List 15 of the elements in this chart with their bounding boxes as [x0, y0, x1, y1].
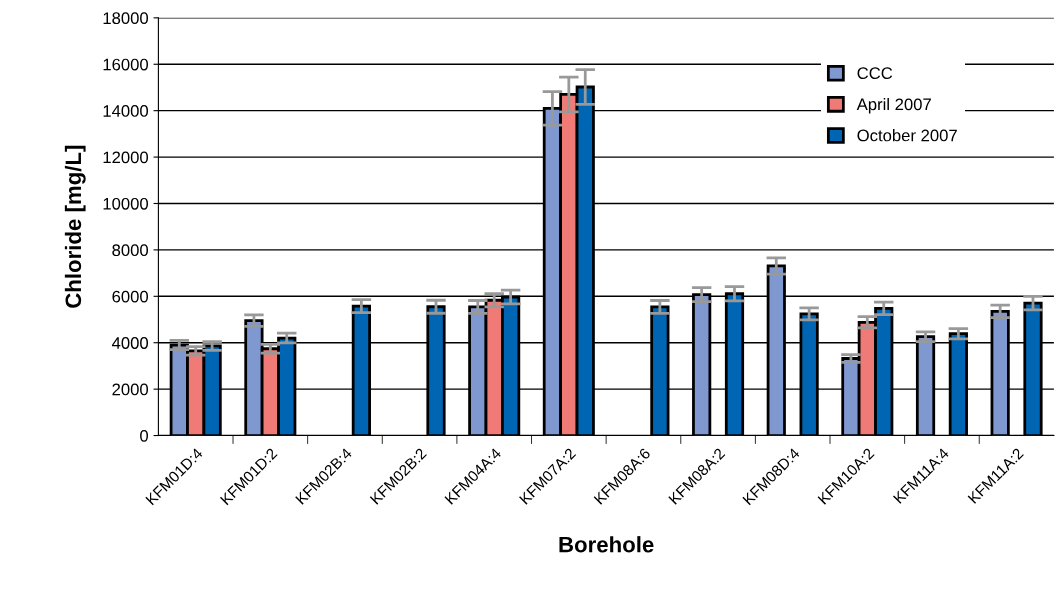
y-tick-label: 6000	[112, 290, 149, 303]
y-tick-label: 12000	[103, 151, 149, 164]
y-tick-label: 18000	[103, 12, 149, 25]
y-tick-label: 8000	[112, 244, 149, 257]
y-tick-label: 0	[140, 429, 149, 442]
y-tick-label: 4000	[111, 337, 149, 349]
y-tick-label: 2000	[112, 383, 149, 396]
legend-label: October 2007	[857, 129, 957, 142]
y-tick-label: 16000	[103, 58, 149, 71]
y-axis-title: Chloride [mg/L]	[64, 145, 86, 308]
legend-label: April 2007	[856, 98, 931, 114]
y-tick-label: 10000	[103, 197, 149, 210]
y-tick-label: 14000	[103, 105, 149, 117]
x-axis-title: Borehole	[559, 536, 654, 553]
legend-label: CCC	[857, 67, 893, 80]
